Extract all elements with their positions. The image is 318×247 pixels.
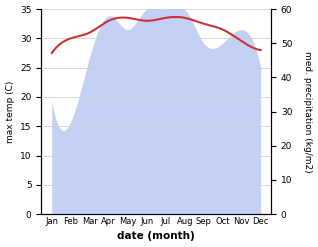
Y-axis label: max temp (C): max temp (C) [5, 80, 15, 143]
X-axis label: date (month): date (month) [117, 231, 195, 242]
Y-axis label: med. precipitation (kg/m2): med. precipitation (kg/m2) [303, 51, 313, 172]
